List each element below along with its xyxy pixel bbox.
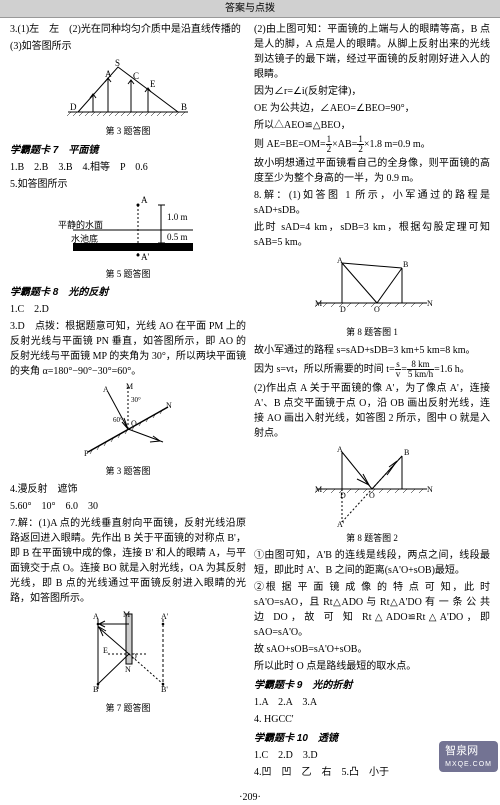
svg-text:水池底: 水池底 [71,233,98,244]
svg-text:30°: 30° [131,396,141,404]
figure-7-mirror: A M A' E O B N B' [68,609,188,699]
text-line: 故小明想通过平面镜看自己的全身像，则平面镜的高度至少为整个身高的一半，为 0.9… [254,156,490,186]
left-column: 3.(1)左 左 (2)光在同种均匀介质中是沿直线传播的 (3)如答图所示 D S… [6,22,250,782]
svg-text:O: O [131,419,137,428]
svg-text:P: P [84,449,89,458]
figure-8-2: M A B D O N A' [307,444,437,529]
page-number: ·209· [0,790,500,805]
text-line: 3.D 点拨：根据题意可知，光线 AO 在平面 PM 上的反射光线与平面镜 PN… [10,319,246,379]
svg-text:B': B' [161,685,168,694]
text-line: (2)作出点 A 关于平面镜的像 A'，为了像点 A'，连接 A'、B 点交平面… [254,381,490,441]
text-line: 1.A 2.A 3.A [254,695,490,710]
text-line: (2)由上图可知：平面镜的上端与人的眼睛等高，B 点是人的脚，A 点是人的眼睛。… [254,22,490,82]
text-line: 因为 s=vt，所以所需要的时间 t=sv=8 km5 km/h=1.6 h。 [254,360,490,379]
text-line: 故小军通过的路程 s=sAD+sDB=3 km+5 km=8 km。 [254,343,490,358]
svg-text:D: D [70,102,77,112]
svg-text:M: M [315,299,322,308]
figure-8-1: M A B D O N [307,253,437,323]
svg-text:N: N [166,401,172,410]
svg-text:S: S [115,58,120,68]
svg-text:M: M [315,485,322,494]
section-title-7: 学霸题卡 7 平面镜 [10,143,246,158]
svg-text:E: E [150,79,156,89]
svg-text:60°: 60° [113,416,123,424]
svg-text:B: B [404,448,409,457]
text-line: 5.如答图所示 [10,177,246,192]
svg-text:A': A' [337,520,345,529]
watermark-logo: 智泉网 MXQE.COM [439,741,498,772]
svg-text:M: M [123,610,130,619]
text-line: 因为∠r=∠i(反射定律)， [254,84,490,99]
svg-text:O: O [374,305,380,314]
figure-caption: 第 3 题答图 [10,465,246,479]
svg-text:B: B [93,685,98,694]
text-line: 则 AE=BE=OM=12×AB=12×1.8 m=0.9 m。 [254,135,490,154]
svg-text:D: D [340,305,346,314]
svg-text:A: A [103,385,109,394]
figure-caption: 第 8 题答图 2 [254,532,490,546]
svg-text:B: B [403,260,408,269]
main-content: 3.(1)左 左 (2)光在同种均匀介质中是沿直线传播的 (3)如答图所示 D S… [0,18,500,786]
section-title-8: 学霸题卡 8 光的反射 [10,285,246,300]
svg-text:E: E [103,646,108,655]
svg-text:A: A [141,195,148,205]
svg-text:A: A [337,445,343,454]
svg-text:O: O [369,491,375,500]
svg-text:D: D [340,491,346,500]
svg-text:1.0 m: 1.0 m [167,212,188,222]
svg-text:M: M [126,382,133,391]
figure-3-triangle: D S A C E B [63,57,193,122]
figure-3b-mirror: M A 30° 60° O P N [78,382,178,462]
text-line: 1.B 2.B 3.B 4.相等 P 0.6 [10,160,246,175]
text-line: OE 为公共边，∠AEO=∠BEO=90°， [254,101,490,116]
text-line: ①由图可知，A'B 的连线是线段，两点之间，线段最短，即此时 A'、B 之间的距… [254,548,490,578]
figure-caption: 第 5 题答图 [10,268,246,282]
text-line: 故 sAO+sOB=sA'O+sOB。 [254,642,490,657]
text-line: 此时 sAD=4 km，sDB=3 km，根据勾股定理可知 sAB=5 km。 [254,220,490,250]
section-title-9: 学霸题卡 9 光的折射 [254,678,490,693]
figure-5-water: A 平静的水面 水池底 A' 1.0 m 0.5 m [53,195,203,265]
text-line: 4.漫反射 遮饰 [10,482,246,497]
svg-text:平静的水面: 平静的水面 [58,219,103,230]
svg-text:B: B [181,102,187,112]
svg-text:N: N [427,485,433,494]
svg-text:A: A [105,69,112,79]
svg-text:A': A' [141,252,149,262]
svg-text:N: N [125,665,131,674]
figure-caption: 第 3 题答图 [10,125,246,139]
svg-text:0.5 m: 0.5 m [167,232,188,242]
text-line: 8.解：(1)如答图 1 所示，小军通过的路程是 sAD+sDB。 [254,188,490,218]
figure-caption: 第 8 题答图 1 [254,326,490,340]
text-line: ②根 据 平 面 镜 成 像 的 特 点 可 知，此 时 sA'O=sAO，且 … [254,580,490,640]
text-line: 所以△AEO≌△BEO， [254,118,490,133]
text-line: 3.(1)左 左 (2)光在同种均匀介质中是沿直线传播的 [10,22,246,37]
text-line: 5.60° 10° 6.0 30 [10,499,246,514]
figure-caption: 第 7 题答图 [10,702,246,716]
text-line: (3)如答图所示 [10,39,246,54]
svg-text:O: O [131,652,137,661]
text-line: 所以此时 O 点是路线最短的取水点。 [254,659,490,674]
text-line: 4. HGCC' [254,712,490,727]
text-line: 1.C 2.D [10,302,246,317]
svg-text:A: A [93,612,99,621]
svg-text:A': A' [161,612,169,621]
svg-text:C: C [133,71,139,81]
svg-text:A: A [337,256,343,265]
page-header: 答案与点拨 [0,0,500,18]
svg-text:N: N [427,299,433,308]
right-column: (2)由上图可知：平面镜的上端与人的眼睛等高，B 点是人的脚，A 点是人的眼睛。… [250,22,494,782]
text-line: 7.解：(1)A 点的光线垂直射向平面镜，反射光线沿原路返回进入眼睛。先作出 B… [10,516,246,606]
